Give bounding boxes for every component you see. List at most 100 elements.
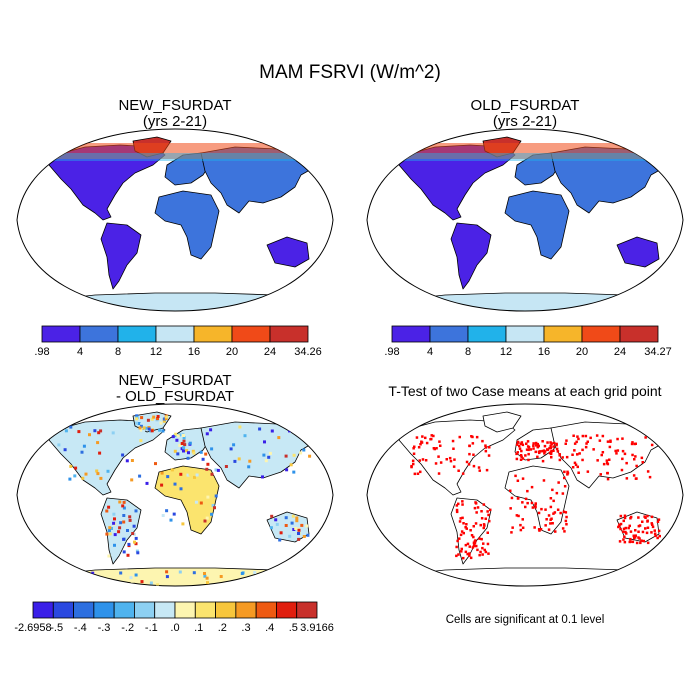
- significant-cell: [509, 489, 512, 492]
- significant-cell: [549, 444, 552, 448]
- significant-cell: [438, 440, 441, 443]
- significant-cell: [605, 459, 609, 462]
- significant-cell: [461, 516, 464, 520]
- significant-cell: [624, 530, 627, 534]
- diff-cell: [138, 426, 142, 430]
- colorbar-swatch: [52, 601, 74, 619]
- colorbar-swatch: [154, 601, 176, 619]
- diff-cell: [119, 521, 123, 525]
- colorbar-tick-label: 12: [500, 346, 512, 358]
- significant-cell: [637, 516, 640, 519]
- diff-cell: [182, 449, 185, 453]
- diff-cell: [275, 522, 279, 526]
- diff-cell: [205, 432, 209, 436]
- significant-cell: [581, 448, 584, 452]
- colorbar-tick-label: .98: [34, 346, 49, 358]
- significant-cell: [434, 462, 438, 465]
- significant-cell: [630, 442, 634, 446]
- significant-cell: [565, 523, 568, 526]
- diff-cell: [105, 532, 109, 536]
- significant-cell: [466, 542, 470, 546]
- significant-cell: [437, 472, 441, 475]
- diff-cell: [214, 494, 218, 498]
- diff-cell: [178, 443, 182, 447]
- diff-cell: [147, 427, 151, 431]
- diff-cell: [289, 463, 293, 467]
- diff-cell: [171, 435, 175, 439]
- significant-cell: [621, 457, 624, 461]
- significant-cell: [640, 456, 644, 460]
- significant-cell: [515, 514, 519, 517]
- significant-cell: [549, 446, 553, 450]
- significant-cell: [623, 514, 627, 517]
- diff-cell: [264, 459, 268, 463]
- significant-cell: [521, 457, 525, 460]
- diff-cell: [69, 425, 73, 429]
- significant-cell: [421, 458, 425, 461]
- significant-cell: [623, 535, 626, 538]
- significant-cell: [646, 526, 650, 529]
- colorbar-swatch: [117, 325, 157, 343]
- diff-cell: [295, 516, 299, 520]
- panel2-title-line2: (yrs 2-21): [492, 113, 558, 130]
- colorbar-tick-label: .98: [384, 346, 399, 358]
- colorbar-swatch: [155, 325, 195, 343]
- significant-cell: [451, 439, 455, 443]
- diff-cell: [277, 436, 281, 440]
- significant-cell: [486, 542, 490, 546]
- significant-cell: [650, 515, 654, 519]
- diff-cell: [118, 526, 122, 530]
- significant-cell: [634, 529, 637, 532]
- diff-cell: [302, 535, 306, 538]
- significant-cell: [534, 502, 537, 505]
- diff-cell: [144, 426, 148, 430]
- diff-cell: [172, 512, 176, 516]
- diff-cell: [73, 474, 77, 478]
- significant-cell: [455, 545, 458, 549]
- significant-cell: [618, 524, 621, 527]
- significant-cell: [554, 530, 557, 533]
- diff-cell: [182, 436, 186, 440]
- diff-cell: [135, 414, 139, 418]
- diff-cell: [112, 521, 116, 525]
- significant-cell: [555, 491, 559, 495]
- diff-cell: [122, 514, 126, 517]
- diff-cell: [140, 580, 144, 584]
- diff-cell: [150, 417, 154, 421]
- diff-cell: [165, 415, 169, 419]
- diff-cell: [292, 528, 296, 531]
- diff-cell: [161, 514, 165, 517]
- colorbar-swatch: [134, 601, 156, 619]
- significant-cell: [520, 449, 523, 453]
- colorbar-swatch: [215, 601, 237, 619]
- diff-cell: [297, 537, 301, 541]
- significant-cell: [577, 471, 580, 474]
- colorbar-tick-label: .0: [170, 622, 179, 634]
- colorbar-tick-label: -.3: [98, 622, 111, 634]
- significant-cell: [470, 534, 474, 537]
- colorbar-swatch: [296, 601, 318, 619]
- diff-cell: [84, 472, 88, 476]
- significant-cell: [474, 539, 477, 542]
- significant-cell: [464, 550, 468, 554]
- colorbar-diff: -2.6958-.5 -.4 -.3 -.2 -.1 .0 .1 .2 .3 .4 .5 3.9166: [14, 601, 334, 634]
- diff-cell: [113, 533, 117, 537]
- diff-cell: [309, 436, 313, 440]
- diff-cell: [114, 500, 118, 503]
- significant-cell: [576, 453, 579, 456]
- significant-cell: [534, 441, 538, 445]
- significant-cell: [589, 436, 592, 440]
- significant-cell: [549, 452, 553, 456]
- significant-cell: [534, 503, 537, 507]
- diff-cell: [180, 442, 184, 445]
- significant-cell: [488, 519, 491, 523]
- diff-cell: [261, 475, 264, 479]
- colorbar-swatch: [255, 601, 277, 619]
- colorbar-swatch: [41, 325, 81, 343]
- significant-cell: [617, 525, 620, 529]
- colorbar-swatch: [581, 325, 621, 343]
- significant-cell: [640, 539, 643, 542]
- significant-cell: [453, 458, 456, 461]
- map-boundary: [366, 403, 684, 587]
- significant-cell: [643, 515, 646, 518]
